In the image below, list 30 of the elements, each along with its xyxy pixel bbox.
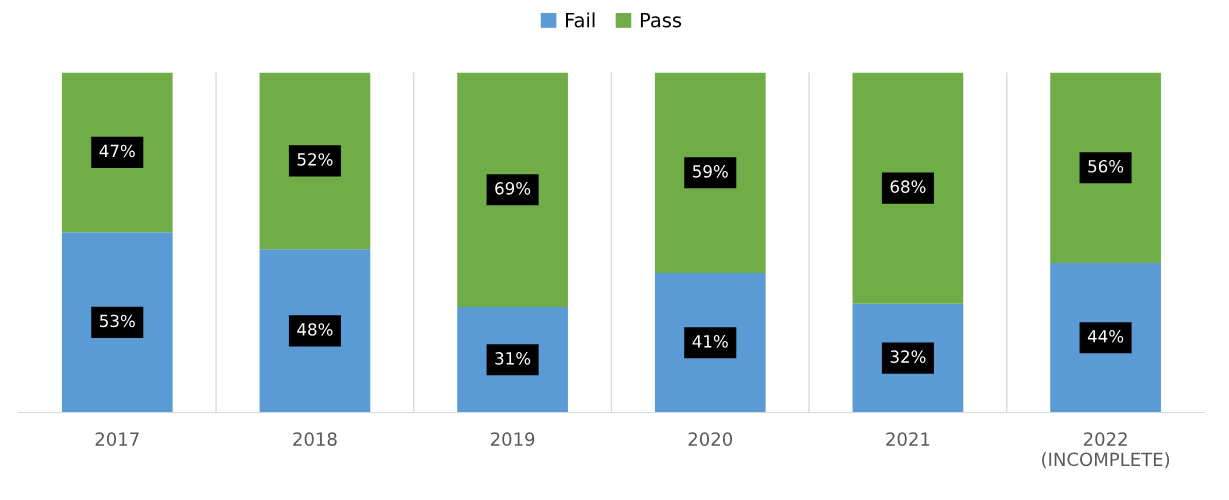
data-label: 53% [100, 314, 135, 328]
x-tick-label: 2018 [293, 432, 337, 446]
legend-label: Pass [640, 12, 682, 28]
bar [654, 72, 766, 274]
data-label: 48% [297, 323, 333, 336]
data-label: 44% [1087, 329, 1124, 343]
bar [61, 232, 173, 413]
data-label: 31% [495, 352, 531, 365]
bar [61, 72, 173, 233]
legend-label: Fail [566, 12, 595, 28]
bar [1050, 72, 1161, 263]
data-label: 69% [495, 182, 531, 195]
bar [1050, 262, 1161, 413]
data-label: 41% [692, 335, 728, 348]
data-label: 52% [297, 153, 333, 166]
data-label: 59% [693, 165, 728, 178]
bar [852, 72, 964, 304]
bar [654, 273, 766, 413]
data-label: 32% [890, 350, 926, 363]
bar [259, 72, 371, 250]
data-label: 68% [890, 180, 926, 193]
x-tick-label: 2019 [490, 432, 535, 446]
bar [457, 72, 568, 308]
x-tick-label: 2022 (INCOMPLETE) [1042, 432, 1170, 469]
x-tick-label: 2017 [95, 432, 139, 446]
data-label: 56% [1088, 159, 1124, 173]
x-tick-label: 2020 [688, 432, 733, 446]
x-tick-label: 2021 [886, 432, 930, 446]
bar [259, 249, 371, 413]
data-label: 47% [99, 144, 135, 158]
